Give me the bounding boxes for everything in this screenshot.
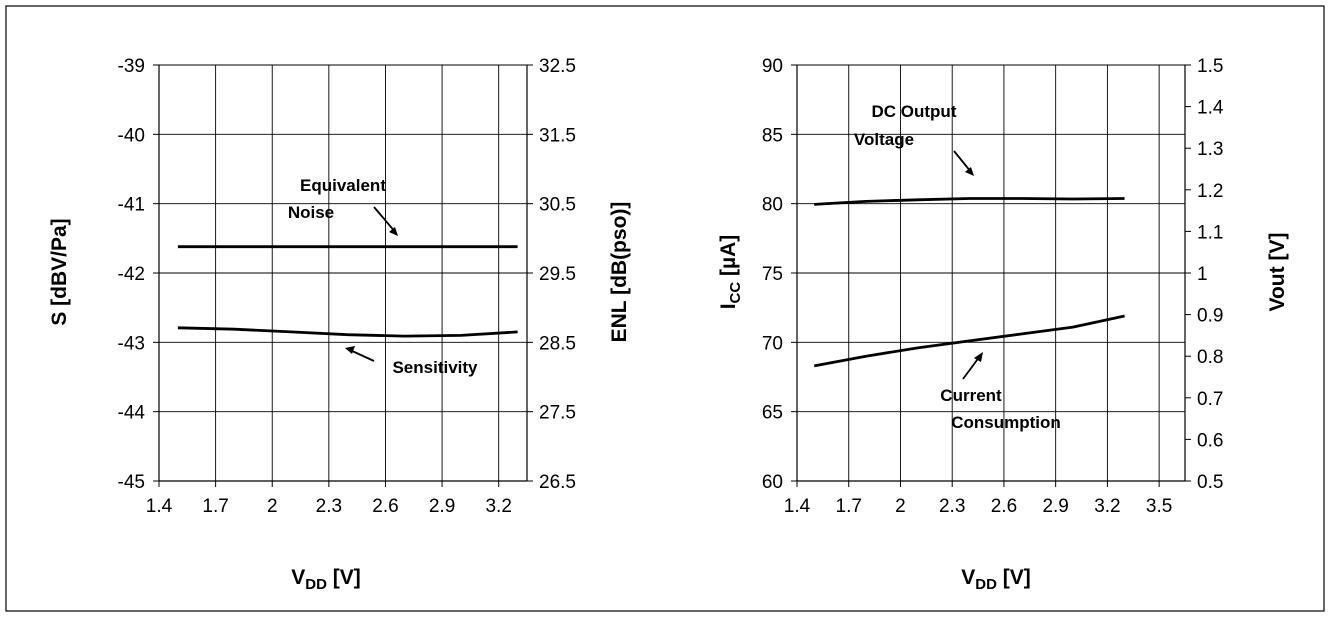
sensitivity-chart: 1.4 1.7 2 2.3 2.6 2.9 3.2 -45 -44 -43 -42 -41 -40 -3… — [48, 56, 631, 593]
x-tick-label: 2 — [895, 496, 906, 517]
lower-series-line — [177, 326, 518, 338]
right-y-tick-label: 27.5 — [539, 403, 576, 424]
x-tick-label: 2.6 — [372, 496, 398, 517]
left-y-tick-labels: 60 65 70 75 80 85 90 — [762, 56, 783, 493]
series-lines — [813, 197, 1125, 368]
plot-frame — [153, 64, 533, 487]
series-lines — [177, 245, 518, 338]
x-tick-label: 1.4 — [784, 496, 811, 517]
left-y-tick-label: -41 — [118, 195, 145, 216]
right-y-tick-label: 1.1 — [1197, 222, 1223, 243]
left-y-tick-label: -40 — [118, 125, 145, 146]
x-axis-title-unit: [V] — [997, 566, 1031, 589]
arrow-current — [962, 352, 983, 380]
left-y-axis-title-unit: [µA] — [717, 235, 740, 282]
annotation-equivalent-noise-line1: Equivalent — [300, 176, 386, 195]
left-y-tick-label: -42 — [118, 264, 145, 285]
left-y-tick-label: 90 — [762, 56, 783, 77]
x-tick-label: 2.3 — [316, 496, 342, 517]
x-tick-label: 3.2 — [1094, 496, 1120, 517]
arrow-dc-output — [953, 150, 974, 176]
right-y-tick-label: 1.2 — [1197, 181, 1223, 202]
x-axis-title-main: V — [961, 566, 975, 589]
left-y-tick-label: -45 — [118, 472, 145, 493]
right-y-tick-label: 0.5 — [1197, 472, 1223, 493]
left-y-axis-title-main: I — [717, 303, 740, 309]
x-tick-label: 2.9 — [429, 496, 455, 517]
x-tick-label: 2.6 — [991, 496, 1017, 517]
x-tick-label: 3.5 — [1146, 496, 1172, 517]
left-y-tick-label: 80 — [762, 195, 783, 216]
x-tick-label: 1.7 — [202, 496, 228, 517]
annotation-equivalent-noise-line2: Noise — [288, 203, 334, 222]
upper-series-line — [814, 197, 1125, 206]
right-y-axis-title: Vout [V] — [1266, 233, 1289, 312]
right-y-tick-label: 29.5 — [539, 264, 576, 285]
left-y-tick-label: 60 — [762, 472, 783, 493]
arrow-sensitivity — [345, 346, 375, 362]
x-tick-label: 2.9 — [1042, 496, 1068, 517]
x-axis-title-main: V — [291, 566, 305, 589]
x-tick-label: 1.4 — [146, 496, 173, 517]
current-voltage-chart: 1.4 1.7 2 2.3 2.6 2.9 3.2 3.5 60 65 70 75 80 85 90 0.… — [717, 56, 1289, 593]
x-axis-title: VDD [V] — [961, 566, 1031, 593]
x-tick-label: 1.7 — [836, 496, 862, 517]
gridlines — [158, 64, 527, 482]
plot-frame — [791, 64, 1191, 487]
left-y-tick-label: -43 — [118, 333, 145, 354]
left-y-tick-labels: -45 -44 -43 -42 -41 -40 -39 — [118, 56, 146, 493]
lower-series-line — [813, 314, 1125, 368]
right-y-tick-label: 1.5 — [1197, 56, 1223, 77]
right-y-tick-label: 31.5 — [539, 125, 576, 146]
right-y-tick-label: 0.6 — [1197, 430, 1223, 451]
right-y-tick-label: 0.7 — [1197, 389, 1223, 410]
annotation-current-line2: Consumption — [951, 413, 1061, 432]
x-axis-title-unit: [V] — [327, 566, 361, 589]
right-y-tick-label: 0.9 — [1197, 306, 1223, 327]
left-y-tick-label: 75 — [762, 264, 783, 285]
left-y-axis-title: ICC [µA] — [717, 235, 744, 310]
left-y-axis-title-sub: CC — [727, 282, 744, 304]
arrow-equivalent-noise — [373, 206, 398, 236]
right-y-tick-labels: 26.5 27.5 28.5 29.5 30.5 31.5 32.5 — [539, 56, 576, 493]
x-tick-labels: 1.4 1.7 2 2.3 2.6 2.9 3.2 3.5 — [784, 496, 1173, 517]
x-axis-title-sub: DD — [305, 576, 327, 593]
right-y-tick-label: 32.5 — [539, 56, 576, 77]
x-axis-title: VDD [V] — [291, 566, 361, 593]
x-tick-label: 3.2 — [485, 496, 511, 517]
right-y-tick-label: 30.5 — [539, 195, 576, 216]
annotation-current-line1: Current — [940, 386, 1002, 405]
annotation-dc-output-line2: Voltage — [854, 130, 914, 149]
left-y-tick-label: -44 — [118, 403, 146, 424]
annotation-sensitivity: Sensitivity — [392, 358, 478, 377]
x-tick-label: 2 — [267, 496, 278, 517]
left-y-tick-label: 65 — [762, 403, 783, 424]
left-y-tick-label: 85 — [762, 125, 783, 146]
right-y-axis-title: ENL [dB(pso)] — [608, 202, 631, 343]
left-y-tick-label: -39 — [118, 56, 145, 77]
annotation-dc-output-line1: DC Output — [872, 102, 957, 121]
x-tick-label: 2.3 — [939, 496, 965, 517]
right-y-tick-label: 1.3 — [1197, 139, 1223, 160]
gridlines — [796, 64, 1185, 482]
x-axis-title-sub: DD — [975, 576, 997, 593]
right-y-tick-label: 1 — [1197, 264, 1208, 285]
left-y-axis-title: S [dBV/Pa] — [48, 218, 71, 325]
right-y-tick-label: 1.4 — [1197, 98, 1224, 119]
right-y-tick-label: 0.8 — [1197, 347, 1223, 368]
x-tick-labels: 1.4 1.7 2 2.3 2.6 2.9 3.2 — [146, 496, 512, 517]
right-y-tick-label: 28.5 — [539, 333, 576, 354]
right-y-tick-label: 26.5 — [539, 472, 576, 493]
right-y-tick-labels: 0.5 0.6 0.7 0.8 0.9 1 1.1 1.2 1.3 1.4 1.5 — [1197, 56, 1224, 493]
left-y-tick-label: 70 — [762, 333, 783, 354]
